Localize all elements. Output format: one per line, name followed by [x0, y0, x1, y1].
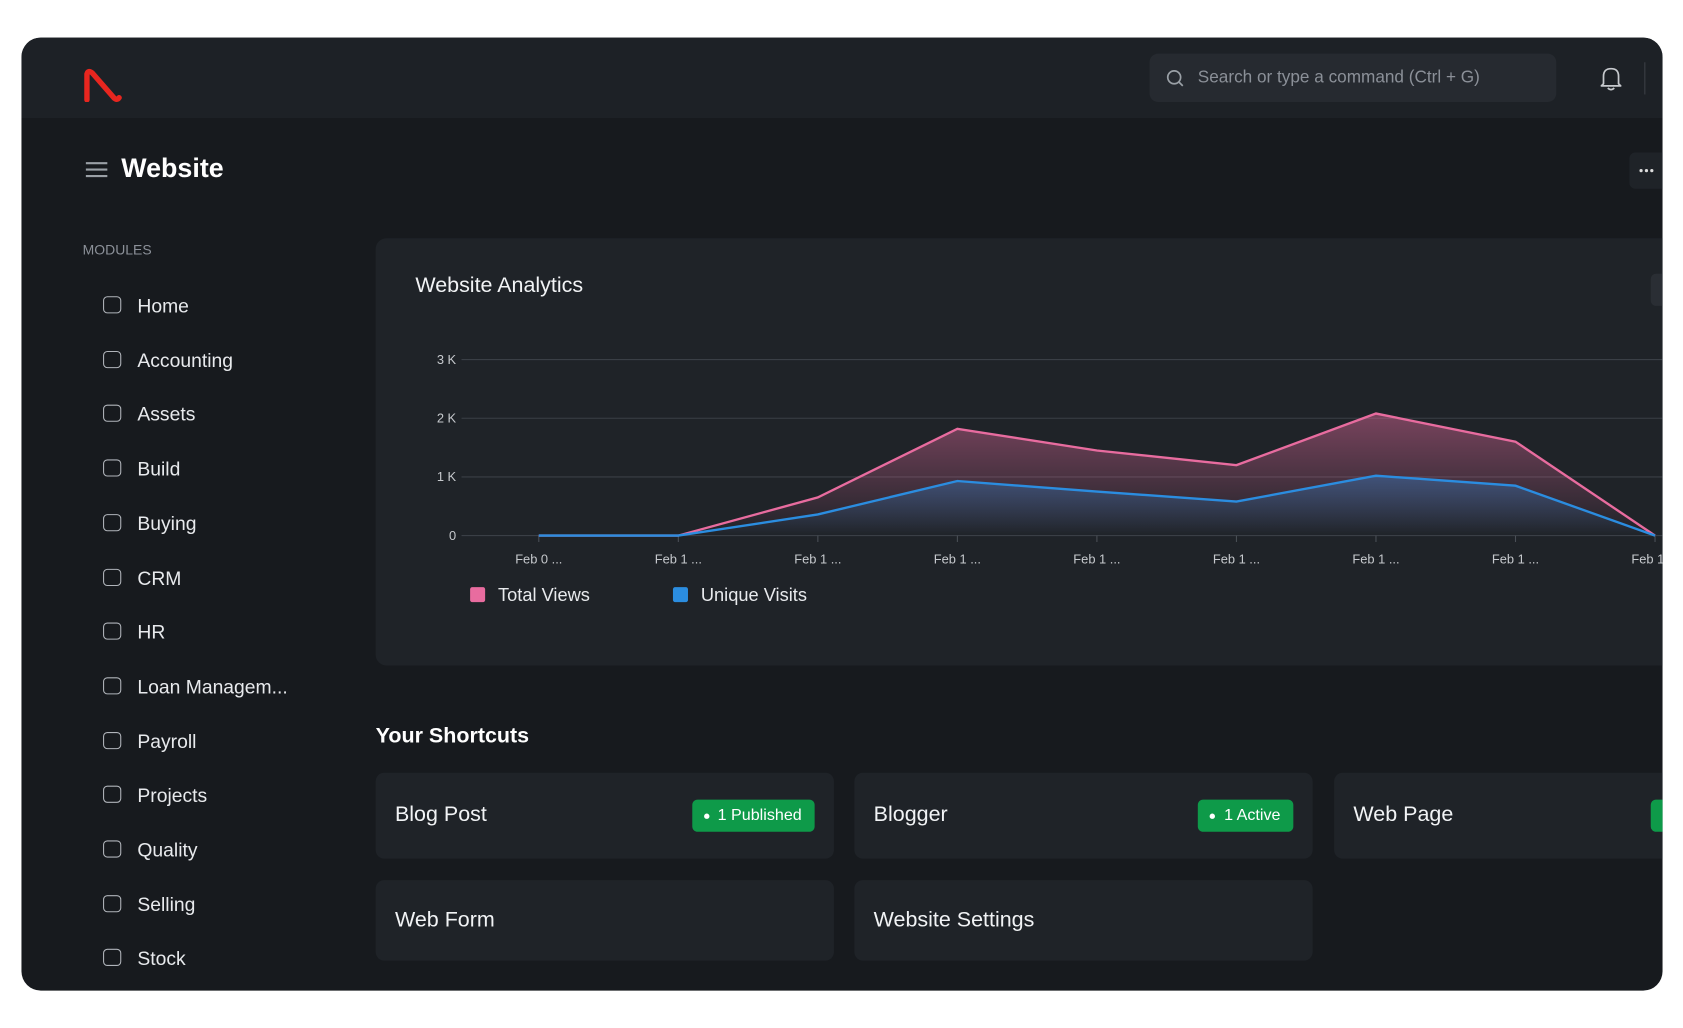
x-tick-label: Feb 1 ...	[655, 551, 702, 566]
y-tick-label: 0	[449, 528, 456, 543]
app-window: Search or type a command (Ctrl + G) Webs…	[21, 37, 1663, 991]
nav-icon	[103, 731, 122, 749]
section-label: MODULES	[82, 241, 152, 258]
search-icon	[1166, 69, 1184, 87]
menu-toggle[interactable]	[85, 160, 109, 179]
shortcut-card[interactable]: Blog Post 1 Published	[375, 772, 834, 859]
chart: Website Analytics 0 1 K 2 K 3 K Feb 0 ... Feb…	[415, 273, 1663, 605]
status-badge: 1 Active	[1198, 799, 1294, 832]
chart-card: Website Analytics 0 1 K 2 K 3 K Feb 0 ... Feb…	[375, 238, 1663, 666]
x-tick-label: Feb 1 ...	[1492, 551, 1539, 566]
y-tick-label: 1 K	[437, 469, 457, 484]
nav-label: CRM	[137, 567, 182, 589]
search-placeholder: Search or type a command (Ctrl + G)	[1197, 68, 1480, 87]
nav-icon	[103, 296, 122, 314]
header: Search or type a command (Ctrl + G)	[21, 37, 1663, 119]
nav-icon	[103, 785, 122, 804]
nav-label: Quality	[137, 839, 198, 861]
legend-label: Unique Visits	[701, 584, 807, 605]
nav-icon	[103, 840, 122, 858]
line	[538, 474, 1656, 537]
nav-icon	[103, 677, 122, 695]
divider	[1644, 62, 1646, 95]
x-tick-label: Feb 1 ...	[934, 551, 981, 566]
status-badge: 1 Published	[691, 799, 815, 832]
nav-label: Home	[137, 295, 189, 317]
nav-icon	[103, 894, 122, 912]
shortcut-card[interactable]: Website Settings	[854, 880, 1313, 961]
x-tick-label: Feb 1 ...	[794, 551, 841, 566]
nav-label: Accounting	[137, 349, 233, 372]
line	[538, 412, 1656, 537]
y-tick-label: 3 K	[437, 352, 457, 367]
nav-icon	[103, 513, 122, 532]
nav-label: Buying	[137, 512, 197, 535]
search-box[interactable]: Search or type a command (Ctrl + G)	[1149, 53, 1557, 102]
legend-swatch	[672, 587, 688, 603]
area	[538, 475, 1656, 536]
shortcut-card[interactable]: Blogger 1 Active	[854, 772, 1313, 859]
page-title: Website	[121, 153, 224, 184]
x-tick-label: Feb 0 ...	[515, 551, 562, 566]
shortcut-label: Web Page	[1353, 802, 1454, 827]
nav-label: Payroll	[137, 730, 197, 752]
legend-swatch	[470, 587, 486, 603]
nav-label: Stock	[137, 948, 186, 970]
nav-label: Build	[137, 458, 181, 480]
nav-icon	[103, 622, 122, 640]
nav-label: HR	[137, 621, 166, 644]
notification-bell[interactable]	[1599, 65, 1623, 91]
card-action[interactable]	[1650, 273, 1663, 306]
x-tick-label: Feb 1 ...	[1631, 551, 1662, 566]
nav-label: Assets	[137, 403, 196, 426]
logo[interactable]	[84, 68, 123, 102]
shortcut-card[interactable]: Web Form	[375, 880, 834, 961]
x-tick-label: Feb 1 ...	[1352, 551, 1399, 566]
shortcut-label: Web Form	[394, 907, 495, 932]
shortcut-label: Blog Post	[394, 802, 487, 827]
nav-icon	[103, 405, 122, 423]
y-tick-label: 2 K	[437, 411, 457, 426]
nav-label: Selling	[137, 893, 196, 916]
legend-label: Total Views	[498, 584, 590, 605]
x-tick-label: Feb 1 ...	[1073, 551, 1120, 566]
nav-label: Projects	[137, 784, 208, 807]
nav-label: Loan Managem...	[137, 676, 288, 698]
shortcut-label: Blogger	[873, 802, 948, 827]
more-button[interactable]	[1629, 152, 1663, 189]
nav-icon	[103, 459, 122, 477]
nav-icon	[103, 568, 122, 586]
section-title: Your Shortcuts	[375, 724, 530, 749]
shortcut-card[interactable]: Web Page 2 Published	[1334, 772, 1663, 859]
shortcut-label: Website Settings	[873, 907, 1035, 932]
nav-icon	[103, 949, 122, 967]
status-badge: 2 Published	[1650, 799, 1663, 832]
nav-icon	[103, 350, 122, 368]
x-tick-label: Feb 1 ...	[1213, 551, 1260, 566]
chart-title: Website Analytics	[415, 273, 583, 297]
